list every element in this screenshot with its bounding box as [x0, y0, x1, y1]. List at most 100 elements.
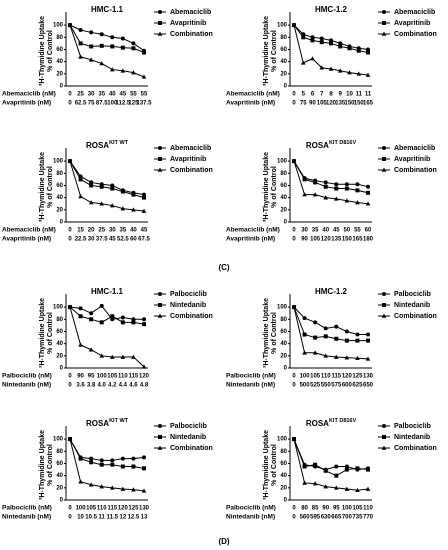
title-text: ROSA: [86, 419, 109, 428]
legend-label: Combination: [170, 313, 213, 320]
marker: [78, 342, 83, 347]
marker: [381, 31, 387, 36]
marker: [302, 316, 307, 321]
marker: [323, 180, 328, 185]
marker: [78, 306, 83, 311]
marker: [313, 335, 318, 340]
legend-label: Combination: [394, 445, 437, 452]
marker: [366, 47, 370, 52]
x-tick-label: 150: [342, 237, 353, 243]
y-tick-label: 40: [56, 473, 63, 479]
x-tick-label: 0: [68, 383, 72, 389]
y-tick-label: 0: [60, 498, 64, 504]
marker: [67, 436, 73, 441]
marker: [131, 354, 136, 359]
x-tick-label: 120: [321, 237, 332, 243]
marker: [89, 456, 94, 461]
marker: [89, 183, 94, 188]
x-tick-label: 630: [321, 515, 332, 521]
marker: [334, 473, 339, 478]
x-tick-label: 90: [77, 374, 84, 380]
title-text: ROSA: [306, 419, 329, 428]
marker: [355, 188, 360, 193]
x-tick-label: 135: [335, 101, 346, 107]
marker: [334, 186, 339, 191]
chart-title: ROSAKIT WT: [86, 418, 129, 428]
marker: [109, 485, 115, 490]
marker: [110, 462, 115, 467]
y-tick-label: 40: [280, 341, 287, 347]
marker: [334, 464, 339, 469]
x-tick-label: 62.5: [75, 101, 87, 107]
marker: [366, 332, 370, 337]
y-tick-label: 40: [280, 59, 287, 65]
x-tick-label: 6: [311, 92, 315, 98]
marker: [120, 206, 126, 211]
x-tick-label: 112.5: [116, 101, 131, 107]
marker: [141, 74, 147, 79]
x-tick-label: 550: [321, 383, 332, 389]
x-tick-label: 10: [346, 92, 353, 98]
y-axis-label: ³H-Thymidine Uptake: [263, 16, 270, 86]
x-tick-label: 105: [310, 237, 321, 243]
marker: [131, 192, 136, 197]
x-tick-label: 95: [333, 506, 340, 512]
y-tick-label: 60: [280, 183, 287, 189]
x-tick-label: 13: [141, 515, 148, 521]
y-tick-label: 80: [56, 317, 63, 323]
y-tick-label: 100: [277, 305, 288, 311]
marker: [356, 48, 361, 53]
title-text: HMC-1.1: [91, 5, 124, 14]
marker: [109, 354, 115, 359]
y-axis-label: ³H-Thymidine Uptake: [263, 430, 270, 500]
marker: [381, 167, 387, 172]
marker: [382, 10, 386, 14]
x-tick-label: 45: [333, 228, 340, 234]
marker: [329, 38, 333, 43]
x-tick-label: 5: [302, 92, 306, 98]
x-row-label: Avapritinib (nM): [2, 100, 51, 107]
marker: [158, 10, 162, 14]
y-tick-label: 0: [284, 498, 288, 504]
x-tick-label: 115: [331, 374, 341, 380]
title-text: HMC-1.2: [315, 287, 348, 296]
marker: [78, 54, 83, 59]
x-tick-label: 110: [118, 374, 128, 380]
x-tick-label: 0: [292, 92, 296, 98]
x-tick-label: 55: [130, 92, 137, 98]
x-tick-label: 20: [88, 228, 95, 234]
x-tick-label: 100: [342, 506, 353, 512]
marker: [329, 41, 333, 46]
marker: [365, 356, 371, 361]
x-tick-label: 55: [141, 92, 148, 98]
marker: [131, 70, 136, 75]
y-tick-label: 20: [56, 71, 63, 77]
marker: [310, 35, 315, 40]
marker: [109, 67, 115, 72]
x-tick-label: 22.5: [75, 237, 87, 243]
marker: [301, 35, 306, 40]
x-tick-label: 0: [68, 237, 72, 243]
marker: [323, 184, 328, 189]
x-tick-label: 625: [352, 383, 363, 389]
marker: [110, 35, 115, 40]
y-tick-label: 100: [277, 23, 288, 29]
marker: [333, 354, 339, 359]
marker: [110, 317, 115, 322]
x-tick-label: 25: [77, 92, 84, 98]
marker: [78, 479, 83, 484]
x-tick-label: 110: [363, 506, 373, 512]
x-tick-label: 3.8: [87, 383, 96, 389]
marker: [302, 350, 307, 355]
x-row-label: Avapritinib (nM): [226, 100, 275, 107]
legend-label: Combination: [170, 167, 213, 174]
x-tick-label: 35: [312, 228, 319, 234]
x-tick-label: 0: [68, 92, 72, 98]
marker: [131, 320, 136, 325]
x-row-label: Abemaciclib (nM): [2, 91, 56, 98]
x-tick-label: 100: [300, 374, 311, 380]
marker: [131, 41, 136, 46]
y-tick-label: 60: [56, 461, 63, 467]
chart-title: ROSAKIT D816V: [306, 418, 357, 428]
x-row-label: Abemaciclib (nM): [226, 227, 280, 234]
